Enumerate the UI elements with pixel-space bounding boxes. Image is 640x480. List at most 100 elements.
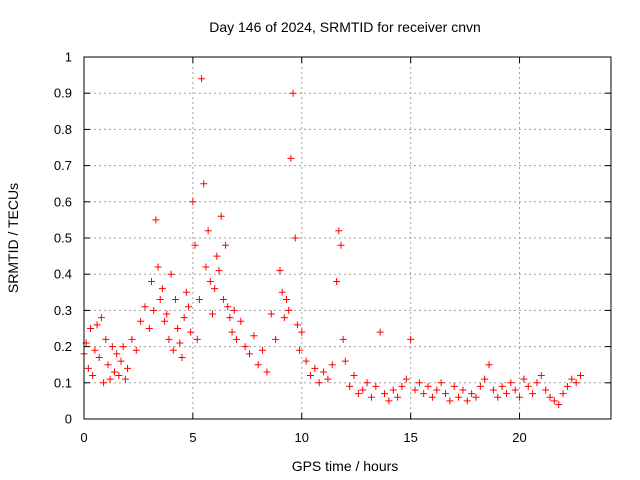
- data-point-plus-marker: [228, 328, 236, 336]
- data-point-plus-marker: [420, 390, 428, 398]
- data-point-plus-marker: [211, 285, 219, 293]
- data-point-plus-marker: [524, 382, 532, 390]
- data-point-plus-marker: [250, 332, 258, 340]
- data-point-plus-marker: [104, 361, 112, 369]
- data-point-plus-marker: [489, 386, 497, 394]
- data-point-plus-marker: [176, 339, 184, 347]
- y-tick-label: 0.4: [54, 267, 72, 282]
- data-point-plus-marker: [306, 372, 314, 380]
- data-point-plus-marker: [226, 314, 234, 322]
- data-point-plus-marker: [546, 393, 554, 401]
- data-point-plus-marker: [241, 343, 249, 351]
- data-point-plus-marker: [100, 379, 108, 387]
- x-axis-label: GPS time / hours: [292, 458, 399, 474]
- data-point-plus-marker: [187, 328, 195, 336]
- data-point-plus-marker: [208, 310, 216, 318]
- data-point-plus-marker: [163, 310, 171, 318]
- data-point-plus-marker: [182, 288, 190, 296]
- data-point-plus-marker: [132, 346, 140, 354]
- data-point-plus-marker: [165, 335, 173, 343]
- data-point-plus-marker: [298, 328, 306, 336]
- data-point-plus-marker: [180, 314, 188, 322]
- data-point-plus-marker: [102, 335, 110, 343]
- data-point-plus-marker: [237, 317, 245, 325]
- data-point-plus-marker: [346, 382, 354, 390]
- data-point-plus-marker: [450, 382, 458, 390]
- data-point-plus-marker: [91, 346, 99, 354]
- data-point-plus-marker: [424, 382, 432, 390]
- x-tick-label: 20: [512, 430, 526, 445]
- data-point-plus-marker: [441, 390, 449, 398]
- data-point-plus-marker: [108, 343, 116, 351]
- data-point-plus-marker: [507, 379, 515, 387]
- data-point-plus-marker: [446, 397, 454, 405]
- data-point-plus-marker: [158, 285, 166, 293]
- y-tick-label: 0.9: [54, 86, 72, 101]
- data-point-plus-marker: [267, 310, 275, 318]
- data-point-plus-marker: [213, 252, 221, 260]
- data-point-plus-marker: [485, 361, 493, 369]
- data-point-plus-marker: [433, 386, 441, 394]
- data-point-plus-marker: [428, 393, 436, 401]
- data-point-plus-marker: [363, 379, 371, 387]
- grid-lines: [84, 57, 611, 419]
- data-point-plus-marker: [232, 335, 240, 343]
- data-point-plus-marker: [555, 401, 563, 409]
- data-point-plus-marker: [137, 317, 145, 325]
- data-point-plus-marker: [280, 314, 288, 322]
- x-tick-label: 15: [403, 430, 417, 445]
- data-point-plus-marker: [287, 154, 295, 162]
- data-point-plus-marker: [119, 343, 127, 351]
- data-point-plus-marker: [246, 350, 254, 358]
- data-point-plus-marker: [372, 382, 380, 390]
- data-point-plus-marker: [533, 379, 541, 387]
- data-point-plus-marker: [259, 346, 267, 354]
- data-point-plus-marker: [128, 335, 136, 343]
- data-point-plus-marker: [498, 382, 506, 390]
- y-axis-label: SRMTID / TECUs: [5, 183, 21, 293]
- data-point-plus-marker: [254, 361, 262, 369]
- data-point-plus-marker: [195, 296, 203, 304]
- data-point-plus-marker: [272, 335, 280, 343]
- data-point-plus-marker: [283, 296, 291, 304]
- data-point-plus-marker: [95, 353, 103, 361]
- data-point-plus-marker: [481, 375, 489, 383]
- data-point-plus-marker: [198, 75, 206, 83]
- data-point-plus-marker: [276, 267, 284, 275]
- y-tick-label: 0.8: [54, 122, 72, 137]
- data-point-plus-marker: [93, 321, 101, 329]
- data-point-plus-marker: [167, 270, 175, 278]
- data-point-plus-marker: [502, 390, 510, 398]
- data-point-plus-marker: [537, 372, 545, 380]
- data-point-plus-marker: [542, 386, 550, 394]
- data-point-plus-marker: [550, 397, 558, 405]
- data-point-plus-marker: [154, 263, 162, 271]
- data-point-plus-marker: [381, 390, 389, 398]
- data-point-plus-marker: [335, 227, 343, 235]
- x-tick-label: 5: [189, 430, 196, 445]
- data-point-plus-marker: [516, 393, 524, 401]
- data-point-plus-marker: [468, 390, 476, 398]
- y-tick-label: 0.7: [54, 158, 72, 173]
- data-point-plus-marker: [285, 306, 293, 314]
- data-point-plus-marker: [376, 328, 384, 336]
- data-point-plus-marker: [572, 379, 580, 387]
- data-point-plus-marker: [529, 390, 537, 398]
- y-tick-label: 0: [65, 412, 72, 427]
- data-point-plus-marker: [169, 346, 177, 354]
- data-point-plus-marker: [463, 397, 471, 405]
- chart-title: Day 146 of 2024, SRMTID for receiver cnv…: [209, 19, 481, 35]
- data-point-plus-marker: [121, 375, 129, 383]
- data-point-plus-marker: [215, 267, 223, 275]
- data-point-plus-marker: [141, 303, 149, 311]
- data-point-plus-marker: [577, 372, 585, 380]
- data-point-plus-marker: [315, 379, 323, 387]
- data-point-plus-marker: [152, 216, 160, 224]
- data-point-plus-marker: [263, 368, 271, 376]
- data-point-plus-marker: [563, 382, 571, 390]
- data-point-plus-marker: [341, 357, 349, 365]
- data-point-plus-marker: [84, 364, 92, 372]
- data-point-plus-marker: [472, 393, 480, 401]
- data-point-plus-marker: [559, 390, 567, 398]
